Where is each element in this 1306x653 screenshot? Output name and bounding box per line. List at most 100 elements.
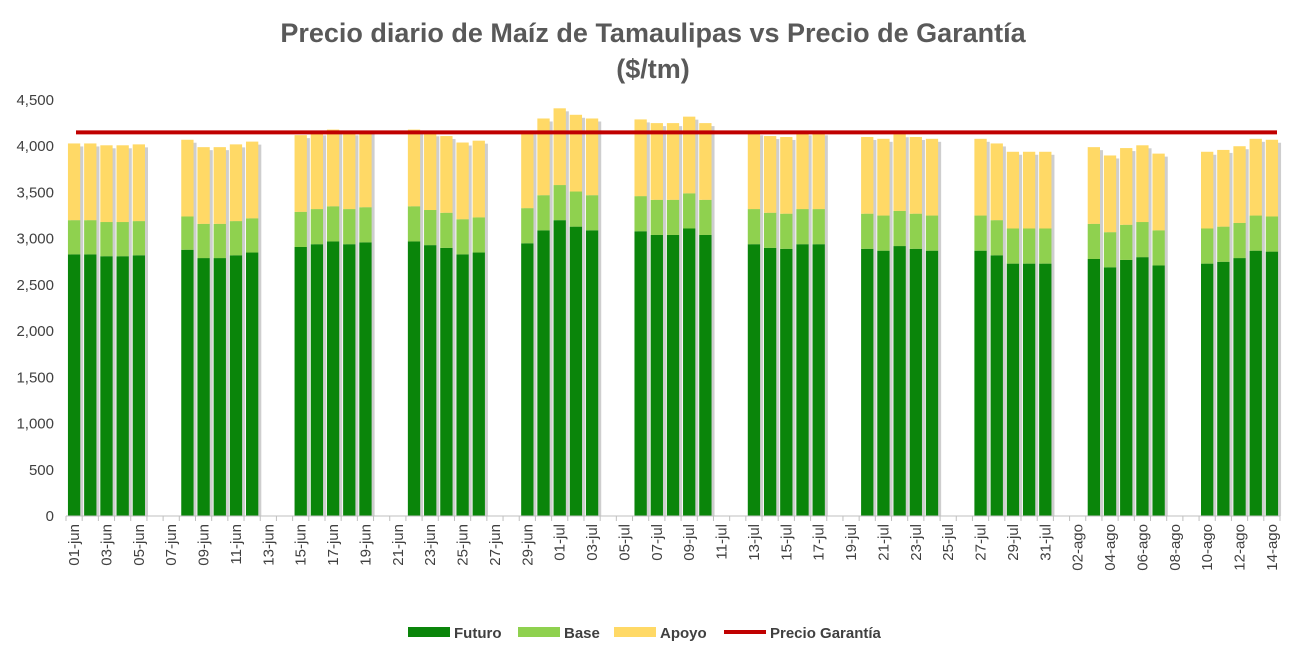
- bar-futuro: [67, 254, 81, 517]
- x-tick-label: 15-jun: [293, 524, 310, 566]
- x-tick-label: 04-ago: [1102, 524, 1119, 571]
- bar-apoyo: [1006, 151, 1020, 229]
- bar-base: [294, 211, 307, 247]
- bar-apoyo: [974, 138, 987, 216]
- bar-apoyo: [229, 144, 243, 222]
- legend-swatch: [408, 627, 450, 637]
- y-tick-label: 2,500: [16, 277, 54, 294]
- bar-futuro: [310, 244, 324, 517]
- bar-futuro: [699, 234, 712, 517]
- bar-apoyo: [763, 136, 777, 213]
- y-tick-label: 4,000: [16, 138, 54, 155]
- y-tick-label: 1,000: [16, 416, 54, 433]
- bar-futuro: [1087, 259, 1101, 516]
- bar-apoyo: [699, 123, 712, 200]
- bar-apoyo: [1039, 151, 1052, 229]
- bar-apoyo: [245, 141, 259, 219]
- bar-futuro: [1103, 267, 1117, 516]
- bar-base: [359, 207, 372, 243]
- bar-futuro: [1265, 251, 1279, 516]
- bar-base: [229, 221, 243, 256]
- bar-base: [1087, 223, 1101, 260]
- bar-apoyo: [1217, 149, 1230, 227]
- x-tick-label: 17-jul: [811, 524, 828, 561]
- bar-futuro: [326, 241, 340, 516]
- bar-futuro: [456, 254, 469, 517]
- bar-futuro: [229, 255, 243, 516]
- y-tick-label: 4,500: [16, 92, 54, 109]
- bar-futuro: [213, 258, 226, 516]
- bar-futuro: [1120, 259, 1133, 516]
- x-tick-label: 11-jun: [228, 524, 245, 565]
- bar-futuro: [796, 244, 809, 517]
- bar-futuro: [116, 256, 129, 516]
- bar-apoyo: [990, 143, 1003, 221]
- x-tick-label: 23-jul: [908, 524, 925, 561]
- bar-apoyo: [1022, 151, 1036, 229]
- bar-base: [521, 208, 534, 244]
- bar-base: [67, 220, 81, 255]
- bar-futuro: [585, 230, 599, 516]
- bar-futuro: [245, 252, 259, 517]
- bar-base: [116, 222, 129, 257]
- bar-apoyo: [132, 144, 145, 222]
- bar-apoyo: [213, 147, 226, 224]
- bar-base: [893, 210, 906, 247]
- bar-apoyo: [861, 136, 874, 214]
- bar-base: [683, 193, 696, 229]
- bar-base: [861, 213, 874, 249]
- legend-label: Base: [564, 625, 600, 642]
- bar-apoyo: [1152, 153, 1165, 231]
- x-tick-label: 17-jun: [325, 524, 342, 566]
- bar-apoyo: [877, 138, 890, 216]
- bar-futuro: [747, 244, 761, 517]
- bar-apoyo: [521, 131, 534, 209]
- bar-base: [310, 209, 324, 245]
- bar-apoyo: [440, 136, 453, 213]
- bar-base: [1152, 230, 1165, 266]
- bar-futuro: [1201, 263, 1214, 516]
- chart-title: Precio diario de Maíz de Tamaulipas vs P…: [280, 18, 1026, 48]
- legend-label: Futuro: [454, 625, 501, 642]
- bar-base: [245, 218, 259, 253]
- legend: Futuro Base Apoyo Precio Garantía: [408, 625, 882, 642]
- bar-futuro: [666, 234, 680, 517]
- bar-futuro: [974, 250, 987, 516]
- bar-base: [1249, 215, 1262, 251]
- bar-futuro: [763, 247, 777, 516]
- y-tick-label: 0: [46, 508, 54, 525]
- bar-futuro: [1136, 257, 1149, 516]
- bar-futuro: [407, 241, 421, 516]
- x-tick-label: 27-jul: [973, 524, 990, 561]
- x-tick-label: 19-jun: [357, 524, 374, 566]
- bar-apoyo: [181, 139, 194, 217]
- bar-futuro: [197, 258, 210, 516]
- bar-apoyo: [294, 135, 307, 212]
- x-tick-label: 13-jun: [260, 524, 277, 566]
- y-tick-label: 1,500: [16, 369, 54, 386]
- bar-base: [472, 217, 485, 253]
- x-tick-label: 06-ago: [1134, 524, 1151, 571]
- bar-futuro: [650, 234, 663, 517]
- bar-apoyo: [100, 145, 113, 223]
- y-tick-label: 3,500: [16, 184, 54, 201]
- bar-base: [1006, 228, 1020, 264]
- x-axis: 01-jun 03-jun 05-jun 07-jun 09-jun 11-jun 13-j…: [65, 515, 1281, 571]
- bar-apoyo: [812, 132, 825, 210]
- bar-base: [699, 199, 712, 235]
- bar-apoyo: [424, 133, 437, 211]
- bar-base: [974, 215, 987, 251]
- bar-apoyo: [780, 136, 793, 214]
- bar-apoyo: [116, 145, 129, 223]
- bar-base: [634, 196, 647, 232]
- bar-base: [424, 210, 437, 246]
- bar-futuro: [181, 249, 194, 516]
- bar-futuro: [877, 250, 890, 516]
- y-tick-label: 3,000: [16, 231, 54, 248]
- bar-apoyo: [343, 132, 356, 210]
- bar-apoyo: [683, 116, 696, 194]
- bar-futuro: [521, 243, 534, 517]
- x-tick-label: 08-ago: [1167, 524, 1184, 571]
- bar-futuro: [440, 247, 453, 516]
- bar-futuro: [343, 244, 356, 517]
